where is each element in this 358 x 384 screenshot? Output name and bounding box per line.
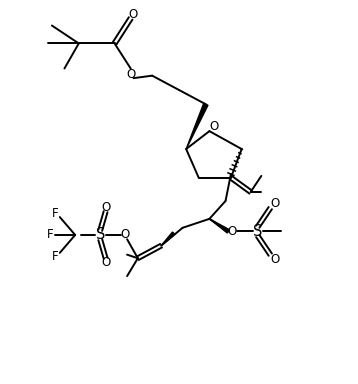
Text: O: O [270, 253, 280, 266]
Text: F: F [52, 207, 59, 220]
Polygon shape [209, 219, 229, 233]
Text: F: F [47, 228, 53, 242]
Polygon shape [186, 103, 208, 149]
Text: O: O [121, 228, 130, 242]
Text: O: O [270, 197, 280, 210]
Text: O: O [102, 200, 111, 214]
Text: O: O [126, 68, 135, 81]
Text: O: O [129, 8, 138, 21]
Text: O: O [209, 120, 218, 133]
Polygon shape [161, 232, 175, 246]
Text: O: O [227, 225, 237, 238]
Text: O: O [102, 257, 111, 270]
Text: S: S [253, 224, 262, 239]
Text: S: S [96, 227, 105, 242]
Text: F: F [52, 250, 59, 263]
